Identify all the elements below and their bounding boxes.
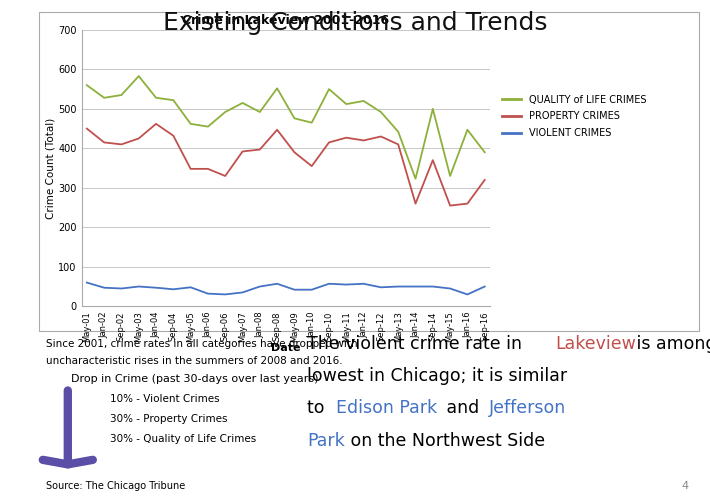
Title: Crime in Lakeview 2001-2016: Crime in Lakeview 2001-2016 [182, 14, 389, 27]
Text: to: to [307, 399, 330, 417]
Text: lowest in Chicago; it is similar: lowest in Chicago; it is similar [307, 368, 567, 385]
Text: 30% - Property Crimes: 30% - Property Crimes [110, 414, 227, 424]
Text: The violent crime rate in: The violent crime rate in [307, 335, 528, 354]
Text: is amongst the: is amongst the [631, 335, 710, 354]
Text: 4: 4 [682, 481, 689, 491]
Text: Source: The Chicago Tribune: Source: The Chicago Tribune [46, 481, 185, 491]
Text: Drop in Crime (past 30-days over last years): Drop in Crime (past 30-days over last ye… [71, 374, 319, 384]
Text: Jefferson: Jefferson [488, 399, 566, 417]
Text: uncharacteristic rises in the summers of 2008 and 2016.: uncharacteristic rises in the summers of… [46, 356, 343, 366]
Text: 30% - Quality of Life Crimes: 30% - Quality of Life Crimes [110, 434, 256, 444]
Y-axis label: Crime Count (Total): Crime Count (Total) [45, 118, 55, 219]
X-axis label: Date: Date [271, 344, 300, 354]
Text: and: and [441, 399, 484, 417]
Text: on the Northwest Side: on the Northwest Side [345, 432, 545, 450]
Text: 10% - Violent Crimes: 10% - Violent Crimes [110, 394, 219, 404]
Text: Park: Park [307, 432, 345, 450]
Text: Lakeview: Lakeview [555, 335, 636, 354]
Legend: QUALITY of LIFE CRIMES, PROPERTY CRIMES, VIOLENT CRIMES: QUALITY of LIFE CRIMES, PROPERTY CRIMES,… [502, 95, 647, 138]
Text: Existing Conditions and Trends: Existing Conditions and Trends [163, 11, 547, 35]
Text: Edison Park: Edison Park [336, 399, 437, 417]
Text: Since 2001, crime rates in all categories have dropped with: Since 2001, crime rates in all categorie… [46, 339, 358, 349]
